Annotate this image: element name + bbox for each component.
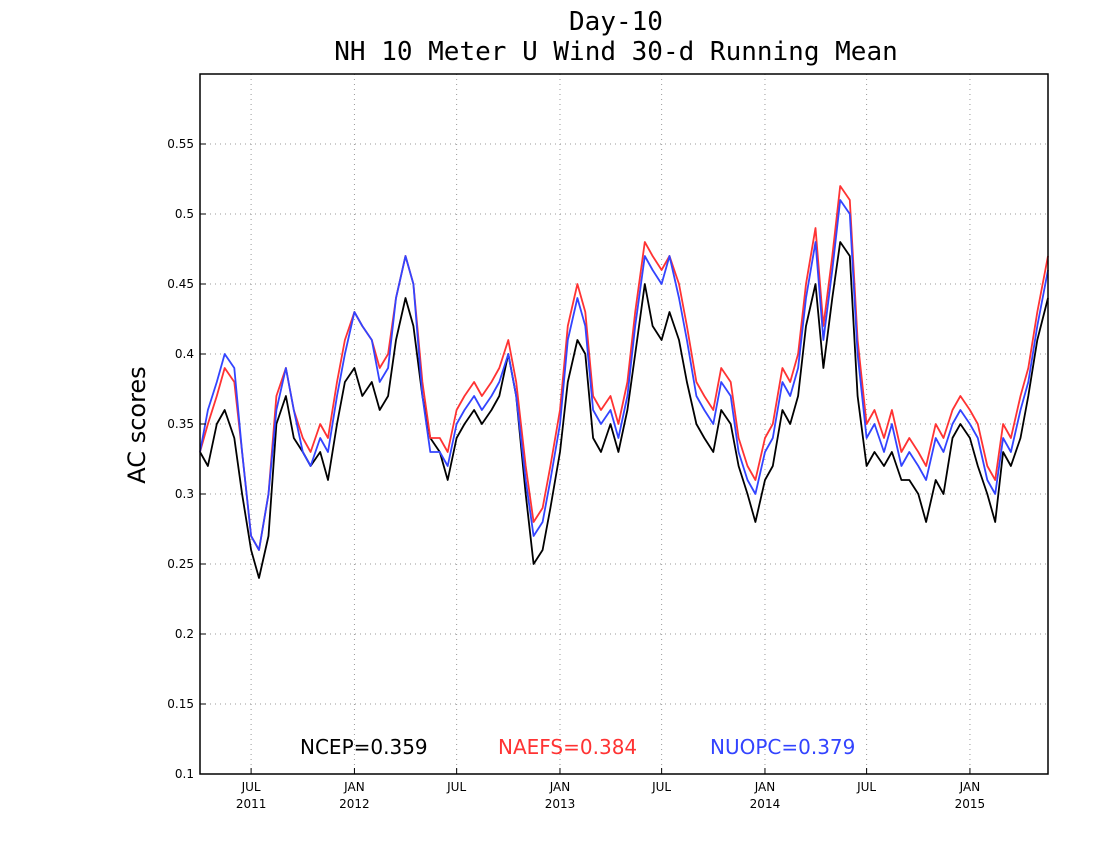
series-layer [199,185,1049,579]
x-tick-year-label: 2012 [339,797,370,811]
x-tick-month-label: JUL [651,780,671,794]
y-tick-label: 0.25 [167,557,194,571]
chart-title: Day-10 [569,7,663,37]
x-tick-month-label: JAN [754,780,776,794]
x-axis-ticks: JUL 2011 JAN 2012 JUL JAN 2013 JUL JAN 2014 JUL JAN… [236,768,985,811]
legend-naefs: NAEFS=0.384 [498,735,637,759]
x-tick-year-label: 2014 [750,797,781,811]
chart-subtitle: NH 10 Meter U Wind 30-d Running Mean [334,37,898,67]
x-tick-year-label: 2015 [955,797,986,811]
y-tick-label: 0.5 [175,207,194,221]
y-tick-label: 0.1 [175,767,194,781]
y-axis-label: AC scores [123,366,151,483]
y-axis-ticks: 0.1 0.15 0.2 0.25 0.3 0.35 0.4 0.45 0.5 0.55 [167,137,206,781]
x-tick-month-label: JAN [959,780,981,794]
legend-ncep: NCEP=0.359 [300,735,428,759]
y-tick-label: 0.45 [167,277,194,291]
x-tick-month-label: JUL [241,780,261,794]
y-tick-label: 0.4 [175,347,194,361]
series-line-nuopc [199,199,1049,551]
y-tick-label: 0.2 [175,627,194,641]
x-tick-year-label: 2011 [236,797,267,811]
x-tick-month-label: JAN [343,780,365,794]
y-tick-label: 0.35 [167,417,194,431]
x-tick-month-label: JUL [856,780,876,794]
x-tick-month-label: JAN [549,780,571,794]
y-tick-label: 0.15 [167,697,194,711]
legend-nuopc: NUOPC=0.379 [710,735,855,759]
series-line-naefs [199,185,1049,551]
series-line-ncep [199,241,1049,579]
x-tick-month-label: JUL [446,780,466,794]
x-tick-year-label: 2013 [545,797,576,811]
y-tick-label: 0.3 [175,487,194,501]
y-tick-label: 0.55 [167,137,194,151]
